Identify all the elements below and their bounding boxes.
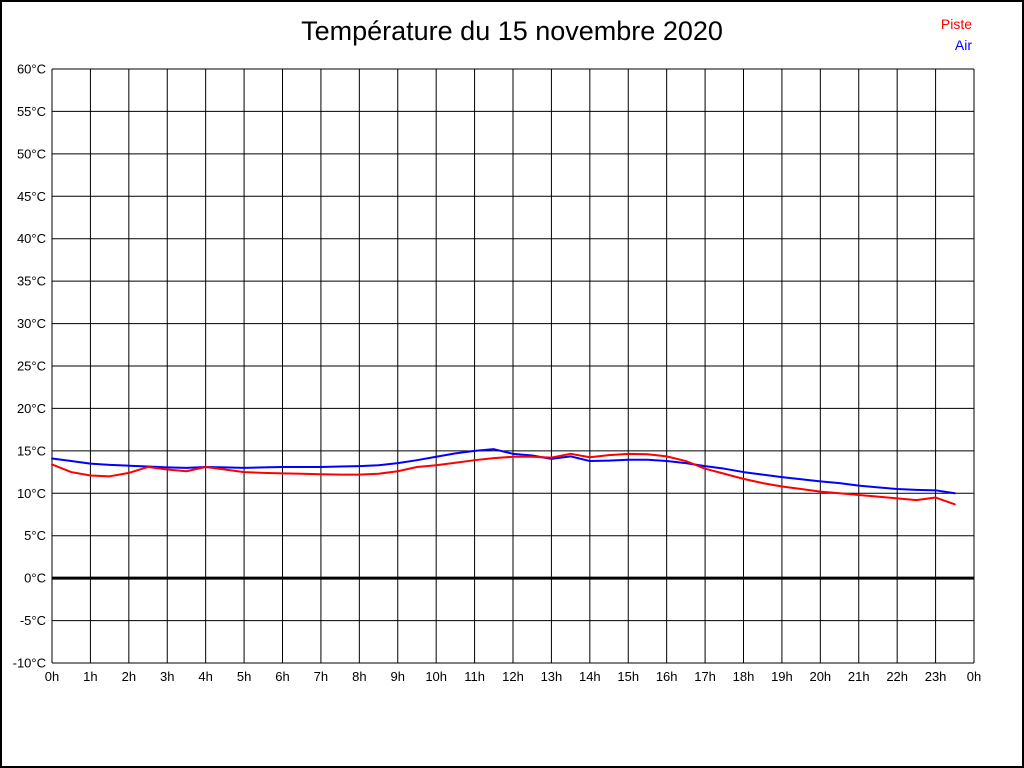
x-axis-tick-label: 7h — [314, 669, 328, 684]
y-axis-tick-label: 25°C — [17, 359, 46, 374]
x-axis-tick-label: 10h — [425, 669, 447, 684]
x-axis-tick-label: 19h — [771, 669, 793, 684]
y-axis-tick-label: 0°C — [24, 571, 46, 586]
y-axis-tick-label: 55°C — [17, 104, 46, 119]
x-axis-tick-label: 12h — [502, 669, 524, 684]
y-axis-tick-label: 30°C — [17, 316, 46, 331]
x-axis-tick-label: 23h — [925, 669, 947, 684]
x-axis-tick-label: 13h — [541, 669, 563, 684]
x-axis-tick-label: 17h — [694, 669, 716, 684]
x-axis-tick-label: 8h — [352, 669, 366, 684]
legend-label-air: Air — [954, 37, 972, 53]
x-axis-tick-label: 6h — [275, 669, 289, 684]
y-axis-tick-label: 20°C — [17, 401, 46, 416]
legend-label-piste: Piste — [940, 16, 972, 32]
y-axis-tick-label: 35°C — [17, 274, 46, 289]
chart-title: Température du 15 novembre 2020 — [301, 16, 723, 46]
x-axis-tick-label: 9h — [391, 669, 405, 684]
x-axis-tick-label: 18h — [733, 669, 755, 684]
y-axis-tick-label: 45°C — [17, 189, 46, 204]
x-axis-tick-label: 11h — [464, 669, 485, 684]
x-axis-tick-label: 0h — [967, 669, 981, 684]
x-axis-tick-label: 4h — [198, 669, 212, 684]
y-axis-tick-label: -10°C — [13, 656, 46, 671]
x-axis-tick-label: 1h — [83, 669, 97, 684]
series-line-piste — [51, 452, 956, 506]
y-axis-tick-label: 5°C — [24, 528, 46, 543]
y-axis-tick-label: 50°C — [17, 146, 46, 161]
y-axis-tick-label: 15°C — [17, 443, 46, 458]
y-axis-tick-label: -5°C — [20, 613, 46, 628]
x-axis-tick-label: 20h — [809, 669, 831, 684]
x-axis-tick-label: 16h — [656, 669, 678, 684]
y-axis-tick-label: 40°C — [17, 231, 46, 246]
x-axis-tick-label: 5h — [237, 669, 251, 684]
x-axis-tick-label: 21h — [848, 669, 870, 684]
x-axis-tick-label: 22h — [886, 669, 908, 684]
x-axis-tick-label: 2h — [122, 669, 136, 684]
y-axis-tick-label: 10°C — [17, 486, 46, 501]
x-axis-tick-label: 3h — [160, 669, 174, 684]
x-axis-tick-label: 14h — [579, 669, 601, 684]
chart-legend: Piste Air — [941, 14, 972, 56]
x-axis-tick-label: 15h — [617, 669, 639, 684]
y-axis-tick-label: 60°C — [17, 62, 46, 77]
x-axis-tick-label: 0h — [45, 669, 59, 684]
